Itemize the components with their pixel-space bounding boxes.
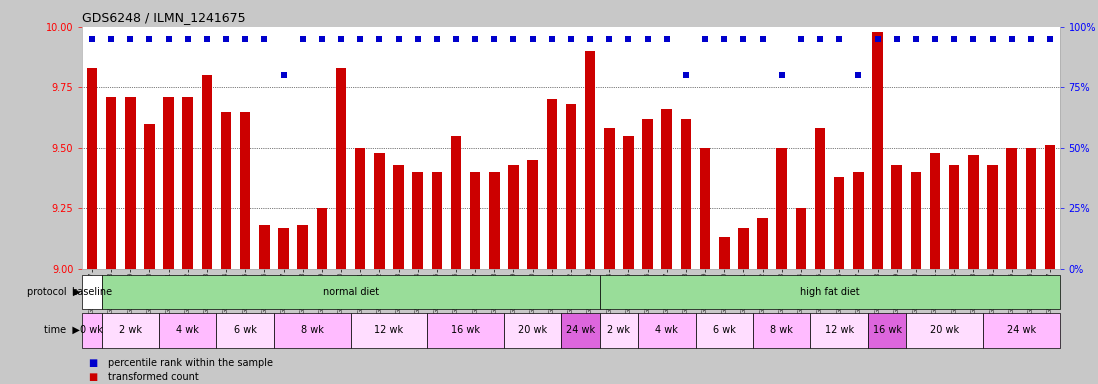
- Bar: [1026, 148, 1037, 269]
- Text: 8 wk: 8 wk: [771, 325, 793, 335]
- Bar: [82, 313, 101, 348]
- Bar: [853, 172, 864, 269]
- Text: 2 wk: 2 wk: [119, 325, 142, 335]
- Bar: [753, 313, 810, 348]
- Bar: [221, 112, 232, 269]
- Bar: [624, 136, 634, 269]
- Text: ■: ■: [88, 358, 97, 368]
- Bar: [374, 153, 384, 269]
- Bar: [1044, 146, 1055, 269]
- Bar: [738, 228, 749, 269]
- Bar: [983, 313, 1060, 348]
- Bar: [719, 237, 729, 269]
- Bar: [642, 119, 653, 269]
- Bar: [892, 165, 901, 269]
- Bar: [470, 172, 481, 269]
- Bar: [504, 313, 561, 348]
- Bar: [450, 136, 461, 269]
- Text: time  ▶: time ▶: [44, 325, 80, 335]
- Bar: [600, 313, 638, 348]
- Text: protocol  ▶: protocol ▶: [26, 287, 80, 297]
- Bar: [432, 172, 442, 269]
- Text: 12 wk: 12 wk: [825, 325, 854, 335]
- Bar: [87, 68, 98, 269]
- Text: 24 wk: 24 wk: [565, 325, 595, 335]
- Bar: [316, 209, 327, 269]
- Text: 6 wk: 6 wk: [234, 325, 257, 335]
- Text: high fat diet: high fat diet: [799, 287, 860, 297]
- Bar: [125, 97, 135, 269]
- Text: normal diet: normal diet: [323, 287, 379, 297]
- Bar: [259, 225, 270, 269]
- Bar: [182, 97, 193, 269]
- Bar: [867, 313, 906, 348]
- Bar: [810, 313, 867, 348]
- Bar: [508, 165, 518, 269]
- Bar: [427, 313, 504, 348]
- Bar: [489, 172, 500, 269]
- Bar: [393, 165, 404, 269]
- Bar: [638, 313, 695, 348]
- Bar: [699, 148, 710, 269]
- Bar: [758, 218, 768, 269]
- Bar: [906, 313, 983, 348]
- Bar: [82, 275, 101, 309]
- Bar: [216, 313, 274, 348]
- Bar: [872, 32, 883, 269]
- Bar: [202, 75, 212, 269]
- Bar: [661, 109, 672, 269]
- Text: GDS6248 / ILMN_1241675: GDS6248 / ILMN_1241675: [82, 11, 246, 24]
- Bar: [604, 129, 615, 269]
- Bar: [600, 275, 1060, 309]
- Bar: [930, 153, 940, 269]
- Bar: [350, 313, 427, 348]
- Text: ■: ■: [88, 372, 97, 382]
- Text: 6 wk: 6 wk: [713, 325, 736, 335]
- Text: 0 wk: 0 wk: [80, 325, 103, 335]
- Bar: [565, 104, 576, 269]
- Bar: [355, 148, 366, 269]
- Bar: [681, 119, 692, 269]
- Bar: [336, 68, 346, 269]
- Text: 16 wk: 16 wk: [873, 325, 901, 335]
- Bar: [834, 177, 844, 269]
- Text: 2 wk: 2 wk: [607, 325, 630, 335]
- Bar: [278, 228, 289, 269]
- Text: 20 wk: 20 wk: [930, 325, 960, 335]
- Bar: [101, 313, 159, 348]
- Text: 4 wk: 4 wk: [177, 325, 199, 335]
- Bar: [240, 112, 250, 269]
- Bar: [101, 275, 600, 309]
- Bar: [159, 313, 216, 348]
- Bar: [968, 155, 978, 269]
- Text: 8 wk: 8 wk: [301, 325, 324, 335]
- Bar: [776, 148, 787, 269]
- Bar: [527, 160, 538, 269]
- Text: 4 wk: 4 wk: [656, 325, 679, 335]
- Text: 24 wk: 24 wk: [1007, 325, 1035, 335]
- Text: baseline: baseline: [71, 287, 112, 297]
- Text: transformed count: transformed count: [108, 372, 199, 382]
- Bar: [1007, 148, 1017, 269]
- Text: 16 wk: 16 wk: [451, 325, 480, 335]
- Bar: [561, 313, 600, 348]
- Bar: [949, 165, 960, 269]
- Bar: [695, 313, 753, 348]
- Bar: [298, 225, 307, 269]
- Bar: [547, 99, 557, 269]
- Bar: [144, 124, 155, 269]
- Text: percentile rank within the sample: percentile rank within the sample: [108, 358, 272, 368]
- Bar: [274, 313, 350, 348]
- Text: 20 wk: 20 wk: [518, 325, 547, 335]
- Bar: [796, 209, 806, 269]
- Bar: [987, 165, 998, 269]
- Bar: [585, 51, 595, 269]
- Bar: [164, 97, 173, 269]
- Bar: [910, 172, 921, 269]
- Bar: [815, 129, 826, 269]
- Bar: [413, 172, 423, 269]
- Bar: [105, 97, 116, 269]
- Text: 12 wk: 12 wk: [374, 325, 403, 335]
